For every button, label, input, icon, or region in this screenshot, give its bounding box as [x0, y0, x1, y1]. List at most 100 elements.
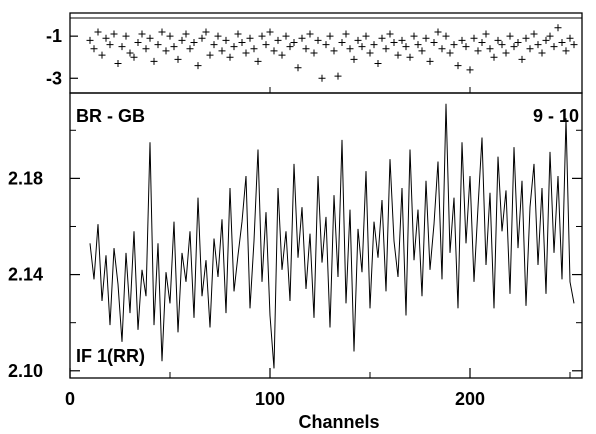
residual-point [330, 47, 338, 55]
residual-point [174, 55, 182, 63]
residual-point [186, 45, 194, 53]
residual-point [570, 41, 578, 49]
residual-point [526, 45, 534, 53]
residual-point [530, 30, 538, 38]
residual-point [406, 53, 414, 61]
residual-point [222, 36, 230, 44]
residual-point [550, 43, 558, 51]
residual-point [386, 30, 394, 38]
residual-point [206, 51, 214, 59]
residual-point [302, 45, 310, 53]
residual-point [318, 74, 326, 82]
residual-point [466, 66, 474, 74]
residual-point [366, 49, 374, 57]
residual-point [142, 45, 150, 53]
residual-point [370, 41, 378, 49]
residual-point [402, 43, 410, 51]
residual-point [190, 38, 198, 46]
residual-point [130, 53, 138, 61]
residual-point [134, 38, 142, 46]
residual-point [506, 32, 514, 40]
residual-point [122, 32, 130, 40]
residual-point [166, 32, 174, 40]
residual-point [334, 72, 342, 80]
residual-point [106, 41, 114, 49]
residual-point [346, 45, 354, 53]
residual-point [306, 30, 314, 38]
y-tick-label: 2.10 [8, 361, 43, 381]
residual-point [110, 30, 118, 38]
residual-point [258, 32, 266, 40]
residual-point [126, 49, 134, 57]
residual-point [270, 47, 278, 55]
residual-point [438, 45, 446, 53]
residual-point [310, 49, 318, 57]
residual-point [558, 38, 566, 46]
residual-point [510, 43, 518, 51]
residual-point [158, 28, 166, 36]
residual-point [242, 49, 250, 57]
residual-point [382, 45, 390, 53]
residual-point [146, 34, 154, 42]
residual-point [342, 30, 350, 38]
residual-point [546, 32, 554, 40]
residual-point [86, 36, 94, 44]
residual-point [262, 41, 270, 49]
residual-point [446, 49, 454, 57]
residual-point [246, 34, 254, 42]
residual-point [410, 32, 418, 40]
residual-y-tick-label: -1 [46, 26, 62, 46]
residual-point [298, 34, 306, 42]
residual-point [294, 64, 302, 72]
residual-y-tick-label: -3 [46, 68, 62, 88]
residual-point [486, 45, 494, 53]
residual-point [274, 36, 282, 44]
residual-point [494, 36, 502, 44]
time-range-label: 9 - 10 [533, 106, 579, 126]
residual-point [430, 38, 438, 46]
residual-point [450, 41, 458, 49]
residual-point [182, 30, 190, 38]
residual-point [150, 57, 158, 65]
residual-point [250, 45, 258, 53]
x-axis-title: Channels [298, 412, 379, 432]
residual-point [226, 53, 234, 61]
residual-point [422, 34, 430, 42]
residual-point [162, 47, 170, 55]
residual-point [566, 34, 574, 42]
residual-point [214, 32, 222, 40]
residual-point [362, 32, 370, 40]
residual-point [474, 47, 482, 55]
residual-point [178, 36, 186, 44]
residual-point [170, 43, 178, 51]
y-tick-label: 2.18 [8, 168, 43, 188]
residual-point [470, 34, 478, 42]
residual-point [514, 38, 522, 46]
residual-point [198, 34, 206, 42]
residual-point [314, 36, 322, 44]
residual-point [462, 43, 470, 51]
x-tick-label: 0 [65, 389, 75, 409]
residual-point [98, 51, 106, 59]
residual-point [338, 38, 346, 46]
residual-point [458, 36, 466, 44]
residual-point [538, 49, 546, 57]
residual-point [282, 32, 290, 40]
residual-point [286, 43, 294, 51]
residual-point [418, 47, 426, 55]
residual-point [478, 38, 486, 46]
residual-point [414, 41, 422, 49]
residual-point [290, 38, 298, 46]
residual-point [322, 41, 330, 49]
residual-point [378, 34, 386, 42]
residual-point [238, 38, 246, 46]
residual-point [266, 28, 274, 36]
residual-point [358, 43, 366, 51]
residual-point [94, 28, 102, 36]
residual-point [194, 62, 202, 70]
residual-point [326, 32, 334, 40]
residual-point [374, 60, 382, 68]
x-tick-label: 100 [255, 389, 285, 409]
residual-point [398, 36, 406, 44]
